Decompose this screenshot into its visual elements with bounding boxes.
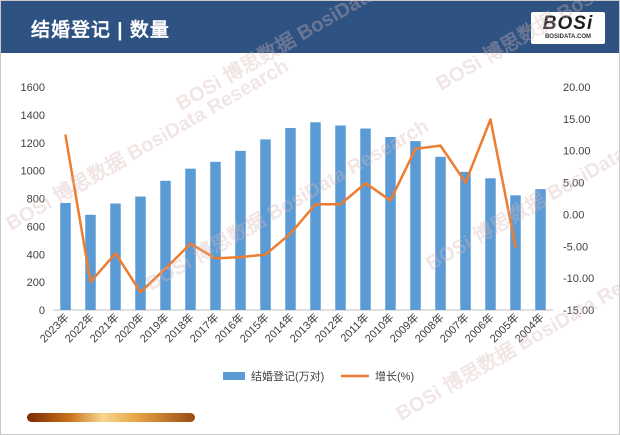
line-point [439, 144, 442, 147]
right-axis-tick-label: -5.00 [563, 241, 588, 253]
left-axis-tick-label: 1000 [21, 166, 45, 178]
right-axis-tick-label: 5.00 [563, 178, 584, 190]
line-point [389, 199, 392, 202]
right-axis-tick-label: 20.00 [563, 82, 591, 94]
bar [460, 171, 471, 310]
footer-decoration [27, 413, 195, 422]
bar [510, 195, 521, 310]
bar [360, 128, 371, 310]
right-axis-tick-label: 15.00 [563, 114, 591, 126]
bar [285, 127, 296, 310]
bar [160, 180, 171, 310]
line-point [289, 232, 292, 235]
bar [435, 156, 446, 310]
legend-swatch-bar [223, 372, 245, 380]
bar [535, 189, 546, 310]
right-axis-tick-label: 10.00 [563, 146, 591, 158]
bar [385, 137, 396, 310]
bar [110, 203, 121, 310]
line-point [514, 245, 517, 249]
line-point [89, 280, 92, 284]
combo-chart: 0 200 400 600 800 1000 1200 1400 1600 -15.00 -10.0… [21, 82, 595, 383]
bar [485, 178, 496, 310]
logo-site-text: BOSIDATA.COM [544, 34, 592, 40]
right-axis-tick-label: -15.00 [563, 305, 594, 317]
line-point [264, 253, 267, 256]
bar [85, 214, 96, 310]
line-point [164, 267, 167, 270]
line-point [114, 252, 117, 255]
bar [60, 202, 71, 310]
bar [235, 150, 246, 310]
line-point [489, 118, 492, 121]
line-point [239, 255, 242, 259]
line-point [314, 203, 317, 206]
bar [210, 161, 221, 310]
bar [135, 196, 146, 310]
brand-logo: BOSi BOSIDATA.COM [531, 12, 605, 44]
line-point [214, 257, 217, 260]
legend-label-bar: 结婚登记(万对) [251, 369, 324, 383]
left-axis-tick-label: 200 [27, 277, 45, 289]
line-point [339, 203, 342, 206]
header-bar: 结婚登记 | 数量 BOSi BOSIDATA.COM [1, 1, 619, 53]
line-point [414, 147, 417, 151]
line-point [464, 181, 467, 184]
left-axis-tick-label: 800 [27, 194, 45, 206]
line-point [364, 182, 367, 185]
line-point [64, 134, 67, 137]
right-axis-tick-label: 0.00 [563, 209, 584, 221]
left-axis-tick-label: 1400 [21, 110, 45, 122]
left-axis-tick-label: 1600 [21, 82, 45, 94]
bar [310, 122, 321, 310]
left-axis-tick-label: 0 [39, 305, 45, 317]
bar [410, 141, 421, 310]
logo-brand-text: BOSi [542, 13, 594, 34]
bar [335, 125, 346, 310]
right-axis-tick-label: -10.00 [563, 273, 594, 285]
left-axis-tick-label: 600 [27, 221, 45, 233]
bar [260, 139, 271, 310]
line-point [189, 242, 192, 245]
legend-label-line: 增长(%) [375, 369, 414, 383]
bar [185, 168, 196, 310]
left-axis-tick-label: 400 [27, 249, 45, 261]
line-point [139, 290, 142, 294]
left-axis-tick-label: 1200 [21, 138, 45, 150]
page-title: 结婚登记 | 数量 [31, 20, 170, 41]
